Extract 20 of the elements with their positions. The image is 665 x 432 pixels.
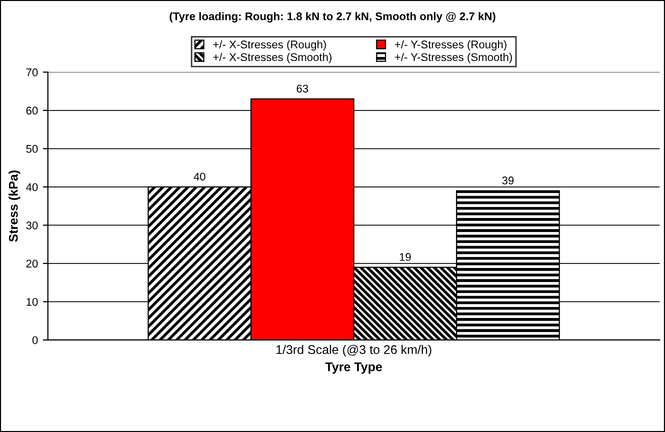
y-tick-label: 50 <box>26 144 38 153</box>
chart-title: (Tyre loading: Rough: 1.8 kN to 2.7 kN, Smooth only @ 2.7 kN) <box>170 12 496 22</box>
x-tick-label: 1/3rd Scale (@3 to 26 km/h) <box>276 344 432 356</box>
legend-label: +/- Y-Stresses (Rough) <box>394 40 506 51</box>
y-tick-label: 10 <box>26 298 38 306</box>
y-tick-label: 20 <box>26 260 38 268</box>
legend-label: +/- X-Stresses (Rough) <box>213 40 326 51</box>
y-tick-label: 60 <box>26 106 38 115</box>
x-axis-title: Tyre Type <box>325 362 382 374</box>
data-label: 63 <box>296 84 308 93</box>
y-tick-label: 40 <box>26 183 38 192</box>
y-tick-label: 0 <box>32 336 38 344</box>
y-tick-label: 70 <box>26 68 38 76</box>
data-label: 19 <box>400 253 411 261</box>
legend-label: +/- Y-Stresses (Smooth) <box>394 52 512 64</box>
data-label: 39 <box>502 176 514 184</box>
legend-label: +/- X-Stresses (Smooth) <box>213 52 332 64</box>
data-label: 40 <box>194 172 206 181</box>
y-tick-label: 30 <box>26 221 38 230</box>
y-axis-title: Stress (kPa) <box>8 170 20 242</box>
